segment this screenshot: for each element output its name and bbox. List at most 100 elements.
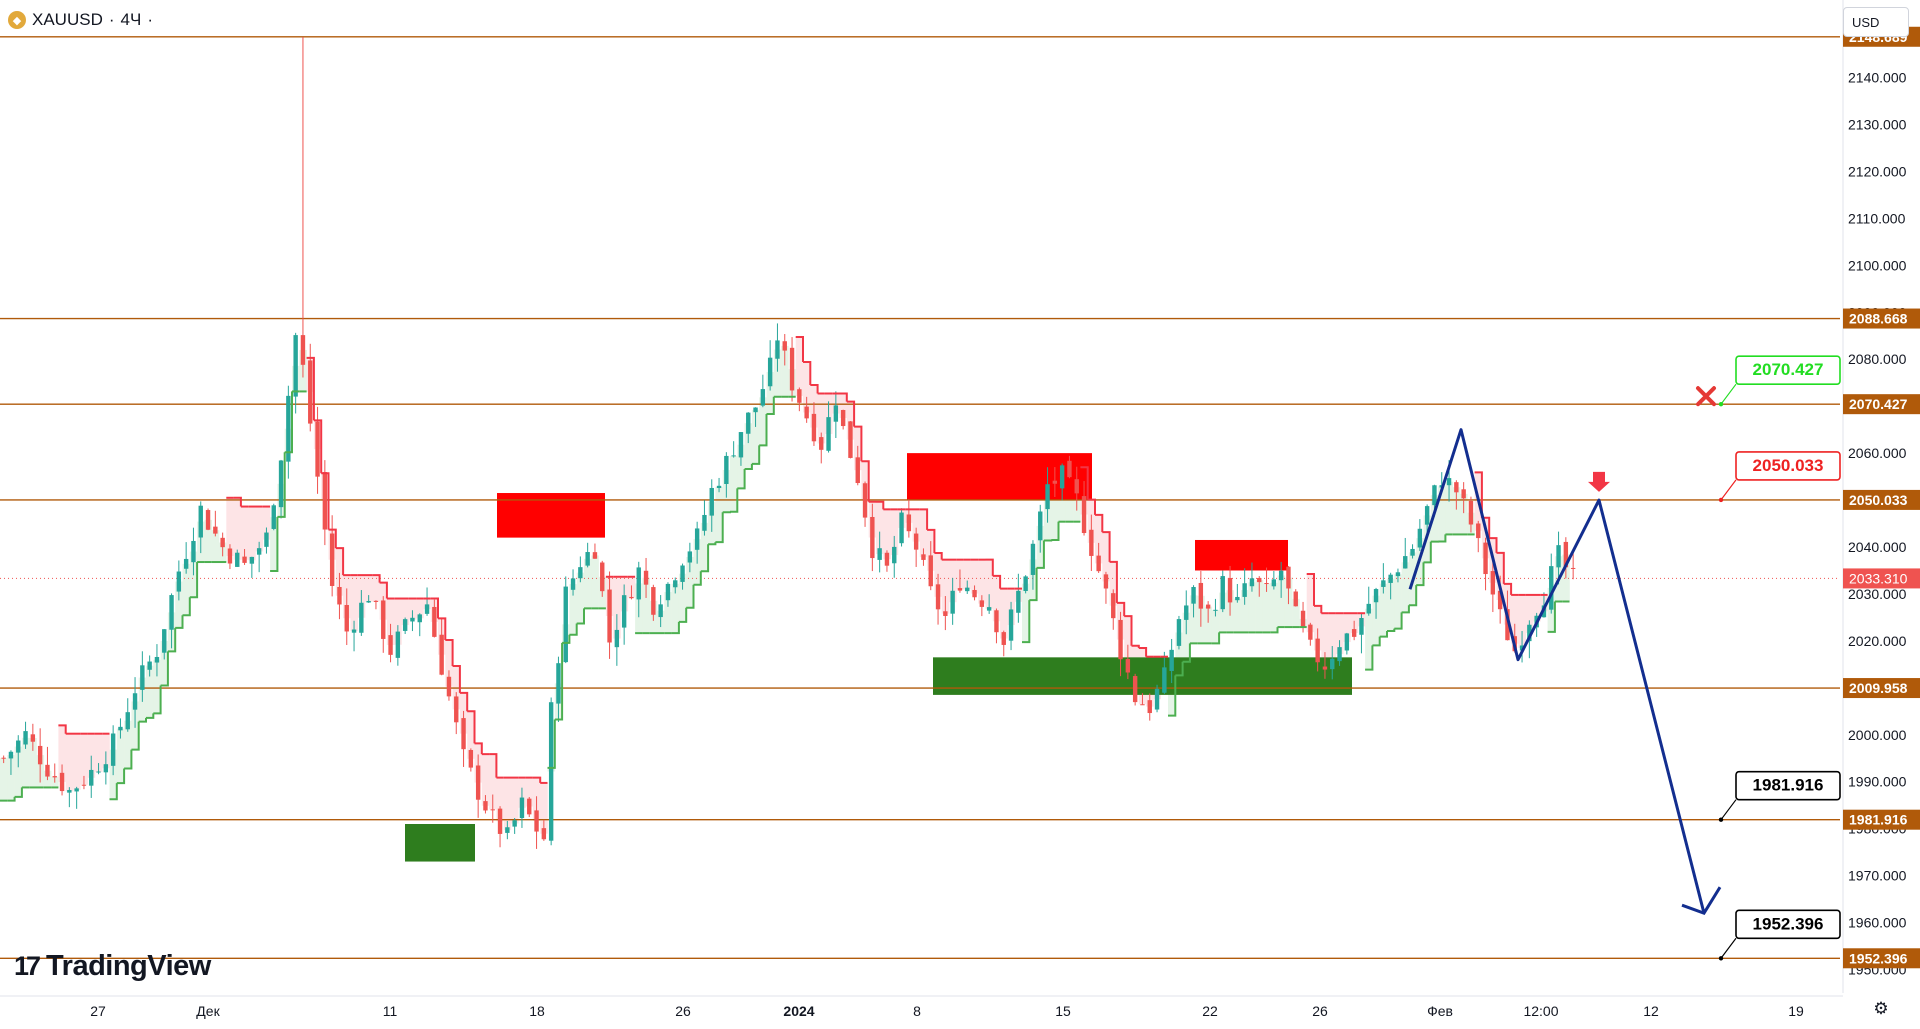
callout-anchor [1718, 401, 1724, 407]
candle-body [994, 610, 999, 633]
symbol-name[interactable]: XAUUSD [32, 10, 103, 29]
candle-body [395, 631, 401, 658]
trail-fill [1452, 487, 1461, 535]
trail-fill [511, 777, 519, 824]
trailing-stop-line [927, 528, 936, 553]
trailing-stop-line [14, 787, 23, 798]
currency-selector[interactable]: USD [1843, 7, 1909, 37]
trail-fill [1175, 632, 1183, 676]
candle-body [1111, 593, 1116, 619]
trail-fill [1430, 495, 1439, 542]
supply-zone[interactable] [1195, 539, 1288, 571]
time-tick-label: Дек [196, 1003, 220, 1019]
level-price-tag[interactable] [1843, 394, 1920, 415]
trail-fill [817, 393, 826, 444]
gear-icon: ⚙ [1873, 999, 1889, 1018]
trail-fill [80, 733, 88, 785]
trail-fill [883, 509, 891, 560]
timeframe-label[interactable]: 4Ч [120, 10, 142, 29]
trail-fill [401, 598, 410, 626]
trail-fill [970, 559, 979, 594]
trailing-stop-line [1379, 631, 1388, 638]
chart-settings-button[interactable]: ⚙ [1868, 996, 1894, 1022]
trail-fill [1189, 595, 1198, 644]
candle-body [957, 588, 963, 591]
demand-zone[interactable] [933, 657, 1352, 695]
stop-cross-icon [1696, 386, 1716, 407]
target-callout[interactable] [1735, 355, 1841, 385]
candle-body [782, 341, 787, 351]
level-price-tag[interactable] [1843, 489, 1920, 510]
candle-body [439, 634, 444, 675]
demand-zone[interactable] [405, 823, 475, 862]
candle-body [1278, 570, 1284, 581]
trailing-stop-line [751, 445, 761, 465]
candle-body [600, 562, 605, 592]
trail-fill [861, 461, 869, 501]
candle-body [1220, 576, 1225, 610]
trailing-stop-line [167, 627, 177, 653]
candle-body [110, 733, 116, 766]
candle-body [1300, 610, 1306, 628]
trail-fill [29, 738, 37, 788]
level-price-tag[interactable] [1843, 678, 1920, 699]
candle-body [797, 389, 802, 403]
target-callout[interactable] [1735, 909, 1841, 940]
trailing-stop-line [131, 721, 140, 751]
trail-fill [1022, 583, 1030, 643]
trailing-stop-line [876, 500, 885, 510]
callout-anchor [1718, 817, 1724, 822]
candle-body [1446, 478, 1452, 486]
target-callout[interactable] [1735, 770, 1841, 801]
trail-fill [1233, 598, 1242, 633]
level-price-tag[interactable] [1843, 308, 1920, 329]
level-price-tag-label: 1952.396 [1849, 950, 1908, 966]
level-price-tag[interactable] [1843, 809, 1920, 830]
trail-fill [14, 746, 23, 797]
candle-body [651, 587, 656, 615]
candle-body [877, 548, 882, 560]
candle-body [125, 712, 130, 730]
candle-body [366, 600, 371, 603]
trailing-stop-line [766, 396, 775, 416]
candle-body [1154, 688, 1160, 710]
trail-fill [160, 640, 169, 686]
candle-body [1257, 577, 1262, 583]
trail-fill [1525, 594, 1534, 633]
trail-fill [613, 576, 621, 639]
candle-body [899, 512, 904, 544]
trail-fill [73, 733, 81, 790]
level-price-tag[interactable] [1843, 948, 1920, 969]
candle-body [37, 745, 43, 765]
candle-body [1103, 574, 1109, 589]
gold-coin-icon: ◆ [8, 11, 26, 29]
price-axis[interactable] [1843, 0, 1920, 1029]
candle-body [621, 595, 627, 628]
trailing-stop-line [861, 460, 870, 502]
trailing-stop-line [1423, 541, 1432, 564]
candle-body [1519, 645, 1525, 651]
symbol-header[interactable]: ◆ XAUUSD · 4Ч · [8, 8, 153, 32]
current-price-tag[interactable] [1843, 568, 1920, 589]
trailing-stop-line [284, 391, 293, 454]
projection-path[interactable] [1408, 428, 1706, 914]
trailing-stop-line [379, 581, 388, 599]
price-tick-label: 2100.000 [1848, 257, 1907, 273]
trail-fill [416, 598, 424, 619]
trail-fill [255, 506, 264, 552]
trail-fill [1343, 613, 1351, 642]
trail-fill [240, 506, 249, 560]
candle-body [789, 347, 795, 391]
candle-body [118, 726, 123, 731]
time-tick-label: 11 [383, 1003, 398, 1019]
price-tick-label: 1990.000 [1848, 774, 1907, 790]
candle-body [541, 828, 547, 840]
candle-body [1424, 506, 1430, 525]
trail-fill [270, 517, 278, 572]
target-callout[interactable] [1735, 451, 1841, 481]
time-tick-label: 26 [1312, 1003, 1328, 1019]
trailing-stop-line [671, 621, 680, 635]
price-tick-label: 2000.000 [1848, 727, 1907, 743]
